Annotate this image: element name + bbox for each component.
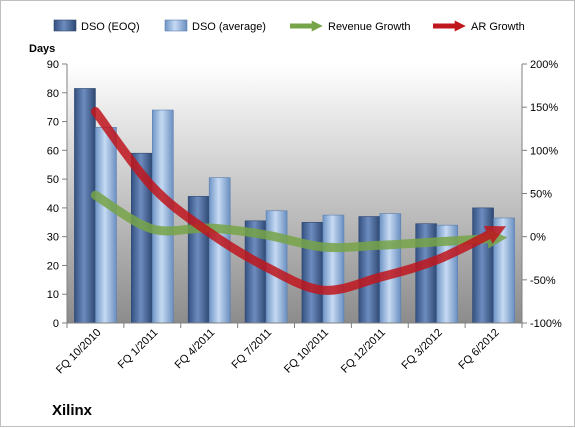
legend-label-revenue-growth: Revenue Growth	[328, 21, 411, 33]
legend-item-dso-eoq[interactable]: DSO (EOQ)	[53, 19, 140, 33]
x-tick-label-fq-10-2011: FQ 10/2011	[282, 327, 331, 376]
bar-dso-average-fq-1-2011	[152, 109, 174, 324]
bar-dso-eoq-fq-12-2011	[358, 216, 381, 324]
x-tick-label-fq-10-2010: FQ 10/2010	[54, 327, 104, 377]
y-tick-label: 10	[47, 289, 59, 301]
y-tick-label: 90	[47, 59, 59, 71]
bar-dso-average-fq-10-2011	[322, 214, 345, 324]
x-tick-label-fq-12-2011: FQ 12/2011	[339, 327, 388, 376]
line-revenue-growth	[90, 190, 508, 253]
y-tick-label: 0	[53, 318, 59, 330]
y2-tick-label: 50%	[530, 189, 552, 201]
x-tick-label-fq-7-2011: FQ 7/2011	[230, 327, 275, 372]
bar-dso-eoq-fq-6-2012	[472, 207, 494, 324]
y2-tick-label: 200%	[530, 59, 558, 71]
line-ar-growth	[90, 106, 507, 295]
y-tick-label: 60	[47, 145, 59, 157]
y2-tick-label: -100%	[530, 318, 562, 330]
y2-tick-label: -50%	[530, 275, 556, 287]
legend-swatch-dso-eoq	[53, 19, 77, 32]
x-tick-label-fq-3-2012: FQ 3/2012	[400, 327, 445, 372]
y-tick-label: 40	[47, 203, 59, 215]
y-axis-title: Days	[29, 43, 55, 55]
bar-dso-average-fq-10-2010	[95, 127, 117, 324]
bar-dso-average-fq-4-2011	[208, 177, 231, 324]
legend-item-dso-average[interactable]: DSO (average)	[164, 19, 266, 33]
y-tick-label: 20	[47, 260, 59, 272]
legend: DSO (EOQ) DSO (average) Revenue Growth A…	[53, 19, 525, 33]
legend-item-ar-growth[interactable]: AR Growth	[433, 20, 525, 33]
x-tick-label-fq-1-2011: FQ 1/2011	[116, 327, 161, 372]
legend-swatch-dso-average	[164, 19, 188, 32]
y-tick-label: 30	[47, 232, 59, 244]
brand-label: Xilinx	[52, 402, 93, 419]
line-series-group	[90, 106, 508, 295]
x-tick-label-fq-4-2011: FQ 4/2011	[173, 327, 218, 372]
legend-label-ar-growth: AR Growth	[471, 21, 525, 33]
y-tick-label: 80	[47, 88, 59, 100]
legend-label-dso-eoq: DSO (EOQ)	[81, 21, 140, 33]
y2-tick-label: 150%	[530, 102, 558, 114]
y2-tick-label: 100%	[530, 145, 558, 157]
legend-item-revenue-growth[interactable]: Revenue Growth	[290, 20, 411, 33]
y-tick-label: 70	[47, 117, 59, 129]
x-tick-label-fq-6-2012: FQ 6/2012	[456, 327, 501, 372]
y-tick-label: 50	[47, 174, 59, 186]
bar-dso-eoq-fq-10-2011	[301, 221, 324, 324]
legend-label-dso-average: DSO (average)	[192, 21, 266, 33]
y2-tick-label: 0%	[530, 232, 546, 244]
bar-dso-eoq-fq-10-2010	[74, 88, 96, 324]
